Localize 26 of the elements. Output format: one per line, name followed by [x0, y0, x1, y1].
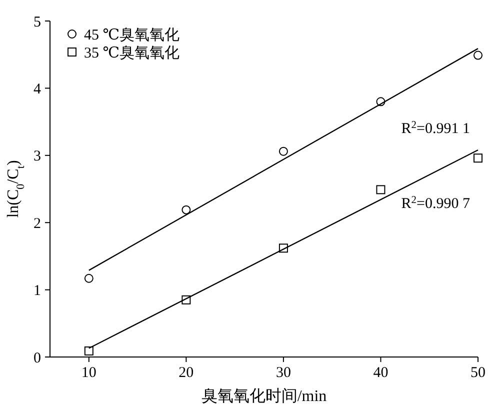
- point: [376, 185, 386, 194]
- y-tick-label: 5: [34, 14, 41, 30]
- point: [278, 244, 288, 253]
- x-tick-label: 30: [276, 365, 291, 381]
- point: [182, 295, 191, 304]
- point: [474, 154, 482, 163]
- x-axis-title: 臭氧氧化时间/min: [201, 387, 327, 405]
- point: [84, 346, 94, 356]
- point: [278, 146, 288, 156]
- annotation: R$^{2}$=0.990 7: [401, 194, 470, 212]
- point: [182, 205, 191, 214]
- y-tick-label: 0: [34, 350, 41, 366]
- y-tick-label: 2: [34, 216, 41, 232]
- annotation: R$^{2}$=0.991 1: [401, 120, 470, 137]
- point: [84, 274, 94, 283]
- x-tick-label: 40: [373, 365, 388, 381]
- y-tick-label: 3: [34, 148, 41, 165]
- point: [474, 50, 482, 60]
- x-tick-label: 20: [178, 365, 194, 381]
- point: [376, 97, 386, 106]
- legend-label: 45 ℃臭氧氧化: [84, 26, 180, 44]
- legend-label: 35 ℃臭氧氧化: [84, 44, 180, 62]
- y-tick-label: 1: [34, 283, 41, 300]
- x-tick-label: 10: [81, 365, 96, 381]
- y-tick-label: 4: [34, 81, 42, 98]
- x-tick-label: 50: [470, 365, 486, 381]
